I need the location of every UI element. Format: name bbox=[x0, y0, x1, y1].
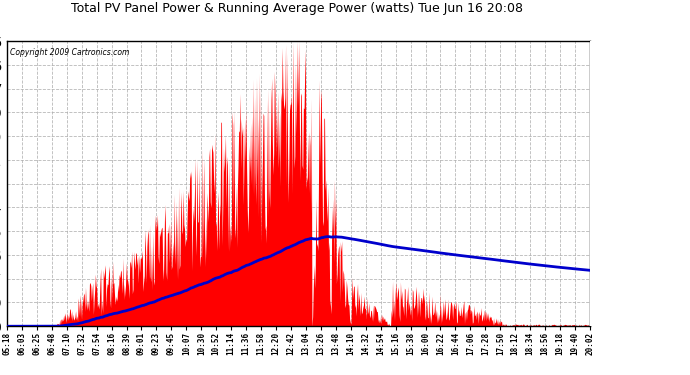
Text: Total PV Panel Power & Running Average Power (watts) Tue Jun 16 20:08: Total PV Panel Power & Running Average P… bbox=[70, 2, 523, 15]
Text: Copyright 2009 Cartronics.com: Copyright 2009 Cartronics.com bbox=[10, 48, 129, 57]
